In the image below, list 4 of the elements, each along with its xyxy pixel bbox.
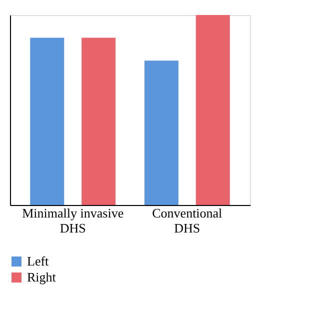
x-tick-label: Conventional DHS bbox=[152, 206, 223, 236]
x-tick-label: Minimally invasive DHS bbox=[22, 206, 124, 236]
legend-label: Left bbox=[27, 254, 50, 268]
legend-label: Right bbox=[27, 270, 56, 284]
